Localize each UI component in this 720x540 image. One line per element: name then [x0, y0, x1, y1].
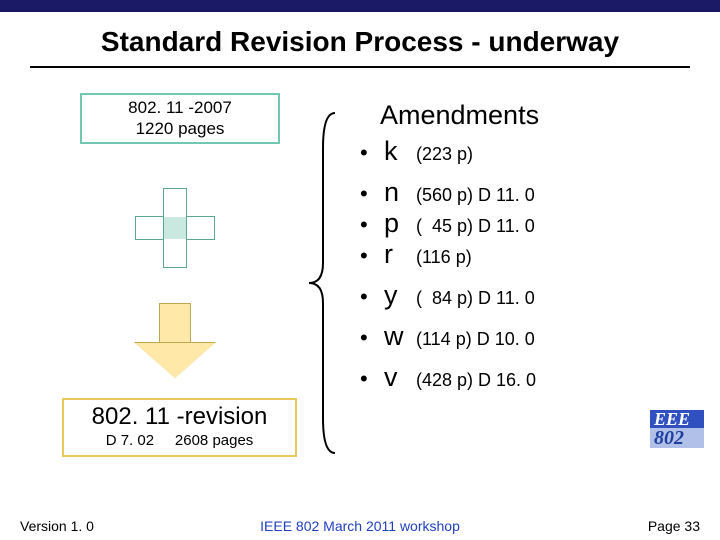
amendment-detail: (223 p): [416, 145, 473, 163]
amendment-letter: y: [384, 282, 416, 309]
amendment-row: •k(223 p): [360, 138, 536, 165]
amendments-title: Amendments: [380, 100, 539, 131]
bullet-icon: •: [360, 214, 384, 236]
content-area: 802. 11 -2007 1220 pages 802. 11 -revisi…: [0, 68, 720, 488]
amendment-row: •n(560 p) D 11. 0: [360, 179, 536, 206]
brace-icon: [305, 108, 345, 458]
footer-page: Page 33: [648, 518, 700, 534]
amendment-letter: v: [384, 364, 416, 391]
amendment-letter: p: [384, 210, 416, 237]
box-80211-revision: 802. 11 -revision D 7. 02 2608 pages: [62, 398, 297, 457]
amendments-list: •k(223 p)•n(560 p) D 11. 0•p( 45 p) D 11…: [360, 138, 536, 395]
bullet-icon: •: [360, 183, 384, 205]
bullet-icon: •: [360, 368, 384, 390]
amendment-row: •y( 84 p) D 11. 0: [360, 282, 536, 309]
footer: Version 1. 0 IEEE 802 March 2011 worksho…: [0, 512, 720, 540]
boxrev-pages: 2608 pages: [175, 432, 253, 449]
arrow-down-icon: [135, 303, 215, 378]
bullet-icon: •: [360, 327, 384, 349]
amendment-letter: w: [384, 323, 416, 350]
plus-icon: [135, 188, 215, 268]
amendment-detail: (560 p) D 11. 0: [416, 186, 535, 204]
footer-event: IEEE 802 March 2011 workshop: [260, 518, 460, 534]
amendment-detail: (114 p) D 10. 0: [416, 330, 535, 348]
box-80211-2007: 802. 11 -2007 1220 pages: [80, 93, 280, 144]
box-2007-line2: 1220 pages: [82, 118, 278, 139]
boxrev-sub: D 7. 02 2608 pages: [64, 432, 295, 449]
amendment-letter: n: [384, 179, 416, 206]
amendment-letter: k: [384, 138, 416, 165]
logo-top: EEE: [650, 410, 704, 428]
amendment-detail: (116 p): [416, 248, 472, 266]
boxrev-title: 802. 11 -revision: [64, 404, 295, 430]
page-title: Standard Revision Process - underway: [0, 12, 720, 66]
box-2007-line1: 802. 11 -2007: [82, 97, 278, 118]
ieee-802-logo: EEE 802: [650, 410, 704, 452]
bullet-icon: •: [360, 245, 384, 267]
amendment-row: •r(116 p): [360, 241, 536, 268]
amendment-row: •p( 45 p) D 11. 0: [360, 210, 536, 237]
top-bar: [0, 0, 720, 12]
amendment-letter: r: [384, 241, 416, 268]
boxrev-draft: D 7. 02: [106, 432, 154, 449]
amendment-row: •w(114 p) D 10. 0: [360, 323, 536, 350]
amendment-row: •v(428 p) D 16. 0: [360, 364, 536, 391]
bullet-icon: •: [360, 286, 384, 308]
amendment-detail: (428 p) D 16. 0: [416, 371, 536, 389]
logo-bot: 802: [650, 428, 704, 448]
footer-version: Version 1. 0: [20, 518, 94, 534]
bullet-icon: •: [360, 142, 384, 164]
amendment-detail: ( 45 p) D 11. 0: [416, 217, 535, 235]
amendment-detail: ( 84 p) D 11. 0: [416, 289, 535, 307]
